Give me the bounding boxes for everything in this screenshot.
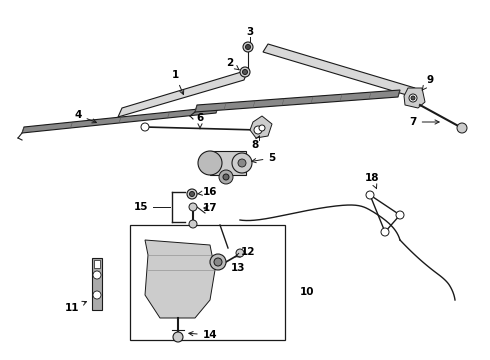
Text: 9: 9 (422, 75, 434, 90)
Circle shape (381, 228, 389, 236)
Polygon shape (195, 90, 400, 112)
Polygon shape (145, 240, 215, 318)
Text: 6: 6 (196, 113, 204, 129)
Bar (130, 225, 285, 340)
Circle shape (411, 96, 415, 100)
Circle shape (366, 191, 374, 199)
Circle shape (219, 170, 233, 184)
Polygon shape (250, 116, 272, 138)
Circle shape (457, 123, 467, 133)
Text: 12: 12 (235, 247, 255, 257)
Text: 1: 1 (172, 70, 184, 94)
Bar (210, 151, 246, 175)
Circle shape (259, 125, 265, 131)
Text: 16: 16 (197, 187, 217, 197)
Circle shape (198, 151, 222, 175)
Circle shape (223, 174, 229, 180)
Circle shape (254, 126, 262, 134)
Circle shape (173, 332, 183, 342)
Circle shape (238, 159, 246, 167)
Circle shape (93, 271, 101, 279)
Polygon shape (92, 258, 102, 310)
Text: 8: 8 (251, 136, 260, 150)
Circle shape (396, 211, 404, 219)
Text: 13: 13 (231, 263, 245, 273)
Text: 3: 3 (246, 27, 254, 37)
Circle shape (214, 258, 222, 266)
Polygon shape (22, 107, 218, 133)
Circle shape (236, 249, 244, 257)
Text: 4: 4 (74, 110, 97, 123)
Text: 15: 15 (133, 202, 148, 212)
Circle shape (409, 94, 417, 102)
Polygon shape (118, 70, 248, 117)
Text: 2: 2 (226, 58, 239, 70)
Circle shape (141, 123, 149, 131)
Text: 11: 11 (65, 301, 86, 313)
Text: 10: 10 (300, 287, 315, 297)
Bar (94, 260, 100, 268)
Text: 17: 17 (203, 203, 217, 213)
Circle shape (210, 254, 226, 270)
Polygon shape (404, 88, 425, 108)
Circle shape (93, 291, 101, 299)
Circle shape (189, 220, 197, 228)
Circle shape (243, 69, 247, 75)
Circle shape (245, 45, 250, 50)
Circle shape (190, 192, 195, 197)
Text: 14: 14 (189, 330, 217, 340)
Text: 5: 5 (252, 153, 275, 163)
Text: 18: 18 (365, 173, 379, 189)
Circle shape (243, 42, 253, 52)
Circle shape (187, 189, 197, 199)
Text: 7: 7 (409, 117, 439, 127)
Polygon shape (263, 44, 415, 96)
Circle shape (189, 203, 197, 211)
Circle shape (232, 153, 252, 173)
Circle shape (240, 67, 250, 77)
